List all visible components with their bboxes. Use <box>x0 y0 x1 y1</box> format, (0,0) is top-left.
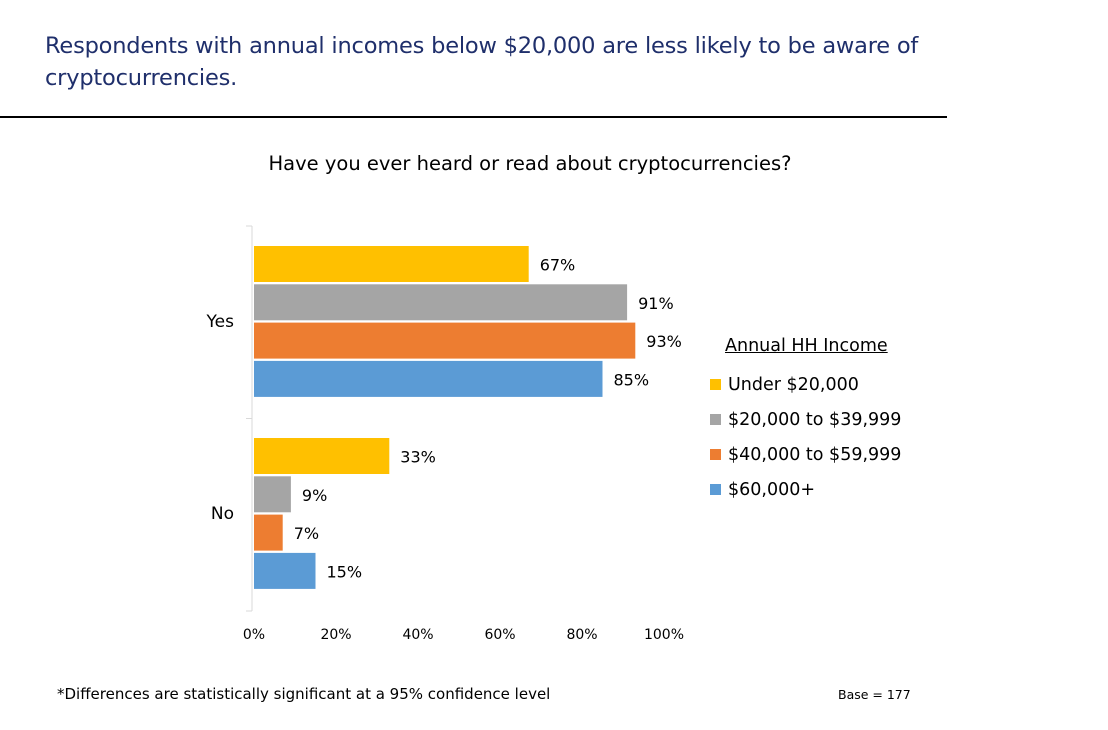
legend-swatch <box>710 484 721 495</box>
legend-swatch <box>710 414 721 425</box>
bar <box>254 322 636 359</box>
legend-item-40000-to-59999: $40,000 to $59,999 <box>710 437 950 472</box>
data-label: 9% <box>302 486 327 505</box>
legend-item-60000-plus: $60,000+ <box>710 472 950 507</box>
legend-label: Under $20,000 <box>728 374 859 395</box>
legend-item-20000-to-39999: $20,000 to $39,999 <box>710 402 950 437</box>
data-label: 33% <box>400 448 436 467</box>
x-tick-label: 80% <box>566 627 597 643</box>
chart-title: Have you ever heard or read about crypto… <box>268 152 792 175</box>
title-divider <box>0 116 947 118</box>
legend-swatch <box>710 449 721 460</box>
category-label: No <box>211 504 234 524</box>
bar <box>254 246 529 282</box>
x-tick-label: 20% <box>320 627 351 643</box>
bar <box>254 438 390 474</box>
legend-label: $20,000 to $39,999 <box>728 409 902 430</box>
footnote: *Differences are statistically significa… <box>57 685 551 703</box>
legend-label: $40,000 to $59,999 <box>728 444 902 465</box>
x-tick-label: 100% <box>644 627 684 643</box>
category-label: Yes <box>206 312 235 332</box>
bar <box>254 476 291 513</box>
data-label: 67% <box>540 256 576 275</box>
legend-title: Annual HH Income <box>725 336 888 356</box>
bar <box>254 552 316 589</box>
legend-swatch <box>710 379 721 390</box>
chart-legend: Annual HH Income Under $20,000 $20,000 t… <box>710 334 950 507</box>
x-tick-label: 40% <box>402 627 433 643</box>
data-label: 91% <box>638 294 674 313</box>
data-label: 93% <box>646 332 682 351</box>
slide-title: Respondents with annual incomes below $2… <box>45 33 919 91</box>
data-label: 7% <box>294 524 319 543</box>
bar <box>254 514 283 551</box>
bar <box>254 284 628 321</box>
x-tick-label: 0% <box>243 627 265 643</box>
data-label: 15% <box>327 562 363 581</box>
data-label: 85% <box>614 370 650 389</box>
legend-label: $60,000+ <box>728 479 816 500</box>
x-tick-label: 60% <box>484 627 515 643</box>
legend-item-under-20000: Under $20,000 <box>710 367 950 402</box>
bar <box>254 360 603 397</box>
base-note: Base = 177 <box>838 687 911 702</box>
